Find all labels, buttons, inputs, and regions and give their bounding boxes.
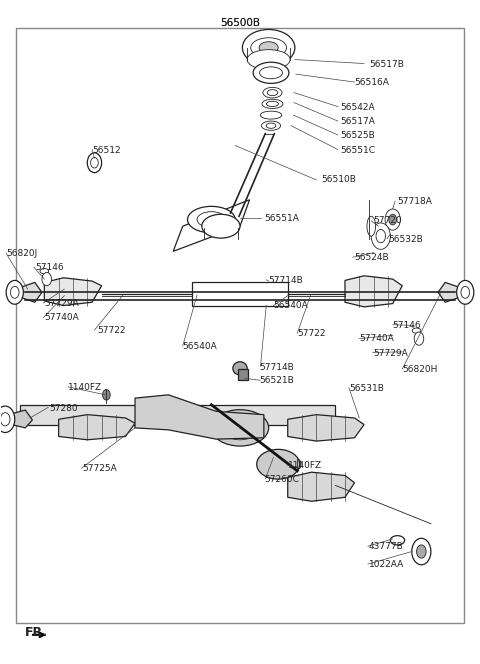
Ellipse shape <box>197 212 226 228</box>
Circle shape <box>461 286 469 298</box>
Text: 57260C: 57260C <box>264 475 299 484</box>
Ellipse shape <box>221 416 259 440</box>
Polygon shape <box>288 472 355 501</box>
Circle shape <box>11 286 19 298</box>
Ellipse shape <box>266 123 276 128</box>
Text: 57729A: 57729A <box>373 349 408 358</box>
Ellipse shape <box>266 101 278 106</box>
Text: 56820J: 56820J <box>6 250 37 258</box>
Ellipse shape <box>262 99 283 108</box>
Polygon shape <box>21 405 336 424</box>
Circle shape <box>389 214 396 225</box>
Circle shape <box>91 157 98 168</box>
Text: 57722: 57722 <box>297 329 326 339</box>
Ellipse shape <box>260 111 282 119</box>
Ellipse shape <box>262 121 281 130</box>
Circle shape <box>0 412 10 426</box>
Circle shape <box>414 332 424 345</box>
Ellipse shape <box>259 42 278 54</box>
Polygon shape <box>6 410 33 428</box>
Ellipse shape <box>40 268 48 274</box>
Bar <box>238 369 248 380</box>
Circle shape <box>376 230 385 243</box>
Ellipse shape <box>211 410 269 446</box>
Text: 56551A: 56551A <box>264 214 299 222</box>
Ellipse shape <box>202 214 240 238</box>
Polygon shape <box>16 282 42 302</box>
Polygon shape <box>438 282 464 302</box>
Text: 57280: 57280 <box>49 404 78 412</box>
Ellipse shape <box>253 62 289 84</box>
Ellipse shape <box>257 450 300 479</box>
Text: 56532B: 56532B <box>388 235 423 244</box>
Text: 57146: 57146 <box>35 263 63 272</box>
Circle shape <box>6 280 24 304</box>
Text: 57722: 57722 <box>97 326 125 335</box>
Text: 57714B: 57714B <box>259 363 294 372</box>
Text: FR.: FR. <box>25 626 48 639</box>
Text: 57720: 57720 <box>373 216 402 225</box>
Polygon shape <box>288 414 364 441</box>
Circle shape <box>42 272 51 286</box>
Circle shape <box>87 153 102 173</box>
Text: 56516A: 56516A <box>355 78 389 87</box>
Text: 56531B: 56531B <box>350 384 384 392</box>
Polygon shape <box>345 276 402 307</box>
Circle shape <box>371 223 390 250</box>
Ellipse shape <box>247 50 290 70</box>
Text: 56525B: 56525B <box>340 131 375 140</box>
Ellipse shape <box>251 38 287 58</box>
Text: 56500B: 56500B <box>220 18 260 28</box>
Text: 56517B: 56517B <box>369 60 404 68</box>
Polygon shape <box>44 278 102 305</box>
Bar <box>192 282 288 305</box>
Text: 56510B: 56510B <box>321 175 356 185</box>
Text: 57740A: 57740A <box>360 334 394 343</box>
Circle shape <box>103 390 110 400</box>
Ellipse shape <box>390 536 405 545</box>
Text: 56524B: 56524B <box>355 254 389 262</box>
Text: 57729A: 57729A <box>44 299 79 308</box>
Text: 56540A: 56540A <box>274 301 308 310</box>
Circle shape <box>385 209 400 230</box>
Text: 56542A: 56542A <box>340 103 375 112</box>
Text: 56500B: 56500B <box>220 18 260 28</box>
Polygon shape <box>173 200 250 252</box>
Polygon shape <box>135 395 264 439</box>
Text: 57725A: 57725A <box>83 464 117 473</box>
Ellipse shape <box>263 88 282 98</box>
Text: 56551C: 56551C <box>340 145 375 155</box>
Text: 43777B: 43777B <box>369 542 404 551</box>
Ellipse shape <box>260 67 282 79</box>
Text: 56517A: 56517A <box>340 118 375 126</box>
Text: 1140FZ: 1140FZ <box>68 383 102 392</box>
Circle shape <box>412 539 431 565</box>
Text: 57718A: 57718A <box>397 197 432 206</box>
Text: 57714B: 57714B <box>269 276 303 285</box>
Circle shape <box>293 459 301 469</box>
Text: 56521B: 56521B <box>259 376 294 385</box>
Text: 1022AA: 1022AA <box>369 560 404 569</box>
Text: 57740A: 57740A <box>44 313 79 322</box>
Ellipse shape <box>188 207 235 233</box>
Bar <box>16 28 464 623</box>
Ellipse shape <box>233 362 247 375</box>
Text: 57146: 57146 <box>393 321 421 330</box>
Text: 56540A: 56540A <box>183 342 217 351</box>
Text: 1140FZ: 1140FZ <box>288 461 322 470</box>
Ellipse shape <box>267 90 278 96</box>
Circle shape <box>456 280 474 304</box>
Circle shape <box>0 406 15 432</box>
Ellipse shape <box>367 216 375 236</box>
Ellipse shape <box>412 328 421 333</box>
Circle shape <box>417 545 426 558</box>
Text: 56512: 56512 <box>92 145 120 155</box>
Polygon shape <box>59 414 135 440</box>
Text: 56820H: 56820H <box>402 365 438 374</box>
Ellipse shape <box>242 29 295 66</box>
